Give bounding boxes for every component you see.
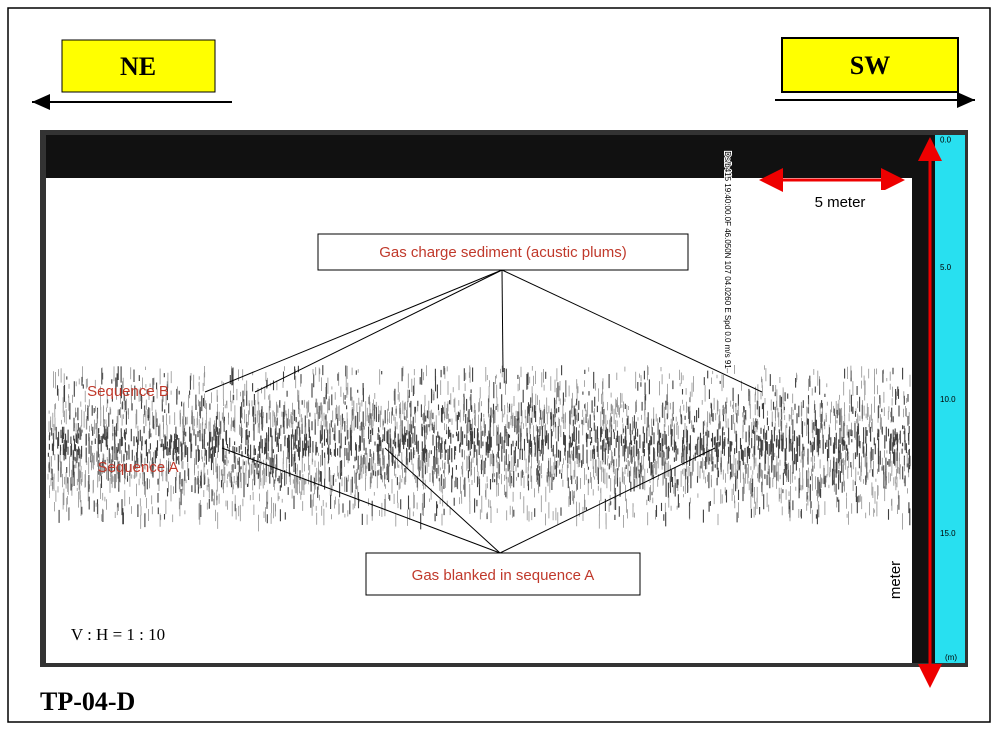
ne-label: NE <box>120 52 156 81</box>
depth-label: meter <box>887 561 904 599</box>
depth-tick: 0.0 <box>940 136 952 145</box>
depth-tick: 5.0 <box>940 263 952 272</box>
sw-label: SW <box>850 51 890 80</box>
footer-title: TP-04-D <box>40 687 135 716</box>
ratio: V : H = 1 : 10 <box>71 625 165 644</box>
figure: NE SW 0.0 5.0 10.0 15.0 (m) Ds/b415 19:4… <box>0 0 998 729</box>
scale-label: 5 meter <box>815 194 866 211</box>
sequence-a: Sequence A <box>98 459 179 476</box>
depth-tick: 10.0 <box>940 395 956 404</box>
depth-strip <box>912 135 935 663</box>
sequence-b: Sequence B <box>87 383 169 400</box>
gas-charge-label: Gas charge sediment (acustic plums) <box>379 244 627 261</box>
depth-tick: 15.0 <box>940 529 956 538</box>
gas-blanked-label: Gas blanked in sequence A <box>412 567 595 584</box>
water-band <box>46 135 912 178</box>
depth-tick: (m) <box>945 653 957 662</box>
fix-annotation: Ds/b415 19:40:00.0F 46.050N 107 04.0260 … <box>723 151 732 369</box>
